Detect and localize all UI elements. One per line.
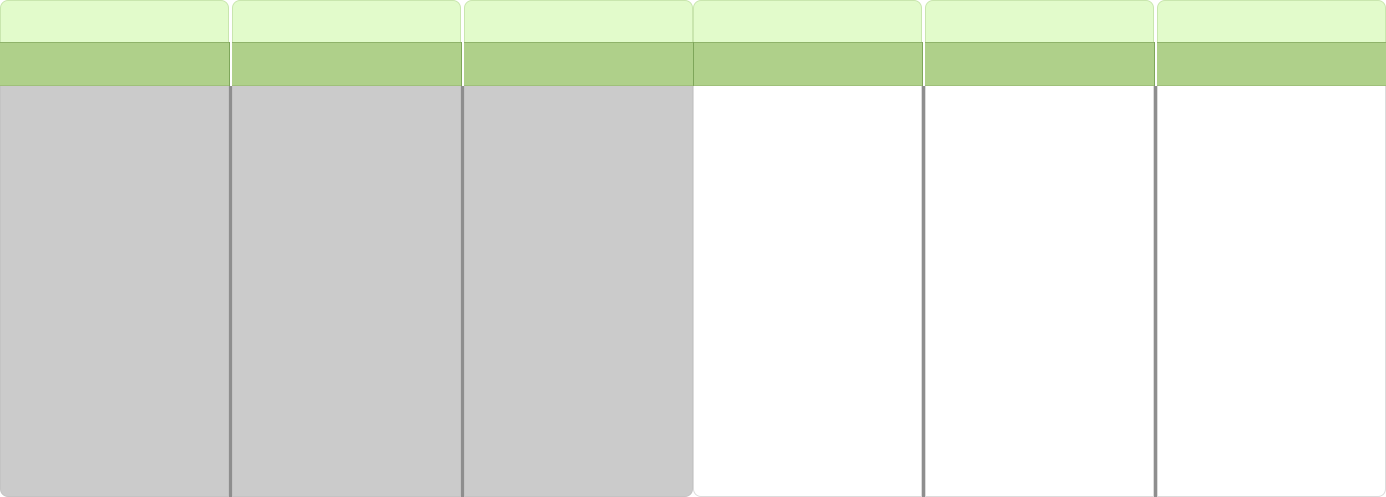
column-1-tab[interactable] <box>0 0 229 42</box>
column-splitter-4-5[interactable] <box>922 86 925 497</box>
header-seam <box>922 42 923 86</box>
column-3-tab[interactable] <box>464 0 693 42</box>
column-6-body[interactable] <box>1157 86 1386 497</box>
column-4-tab[interactable] <box>693 0 922 42</box>
column-1-body[interactable] <box>0 86 229 497</box>
column-1-header-bar[interactable] <box>0 42 229 86</box>
column-2-tab[interactable] <box>232 0 461 42</box>
column-6-tab[interactable] <box>1157 0 1386 42</box>
header-seam <box>461 42 462 86</box>
header-seam <box>693 42 694 86</box>
column-5-header-bar[interactable] <box>925 42 1154 86</box>
column-splitter-1-2[interactable] <box>229 86 232 497</box>
column-1 <box>0 0 229 497</box>
column-3-header-bar[interactable] <box>464 42 693 86</box>
column-4-body[interactable] <box>693 86 922 497</box>
column-2-body[interactable] <box>232 86 461 497</box>
column-4 <box>693 0 922 497</box>
header-seam <box>229 42 230 86</box>
column-5-tab[interactable] <box>925 0 1154 42</box>
column-splitter-5-6[interactable] <box>1154 86 1157 497</box>
column-5-body[interactable] <box>925 86 1154 497</box>
column-6-header-bar[interactable] <box>1157 42 1386 86</box>
column-2 <box>232 0 461 497</box>
column-splitter-2-3[interactable] <box>461 86 464 497</box>
column-4-header-bar[interactable] <box>693 42 922 86</box>
header-seam <box>1154 42 1155 86</box>
column-3 <box>464 0 693 497</box>
column-5 <box>925 0 1154 497</box>
column-2-header-bar[interactable] <box>232 42 461 86</box>
column-6 <box>1157 0 1386 497</box>
column-3-body[interactable] <box>464 86 693 497</box>
